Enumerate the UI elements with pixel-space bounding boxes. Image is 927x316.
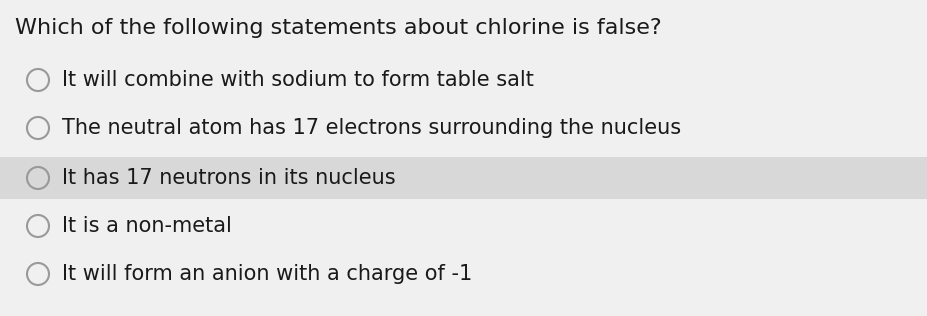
Text: It is a non-metal: It is a non-metal — [62, 216, 232, 236]
Ellipse shape — [27, 69, 49, 91]
Ellipse shape — [27, 117, 49, 139]
Ellipse shape — [27, 263, 49, 285]
Text: It will combine with sodium to form table salt: It will combine with sodium to form tabl… — [62, 70, 533, 90]
Text: It has 17 neutrons in its nucleus: It has 17 neutrons in its nucleus — [62, 168, 395, 188]
Text: It will form an anion with a charge of -1: It will form an anion with a charge of -… — [62, 264, 472, 284]
Text: The neutral atom has 17 electrons surrounding the nucleus: The neutral atom has 17 electrons surrou… — [62, 118, 680, 138]
Ellipse shape — [27, 215, 49, 237]
Ellipse shape — [27, 167, 49, 189]
Text: Which of the following statements about chlorine is false?: Which of the following statements about … — [15, 18, 661, 38]
Bar — [0, 157, 927, 199]
